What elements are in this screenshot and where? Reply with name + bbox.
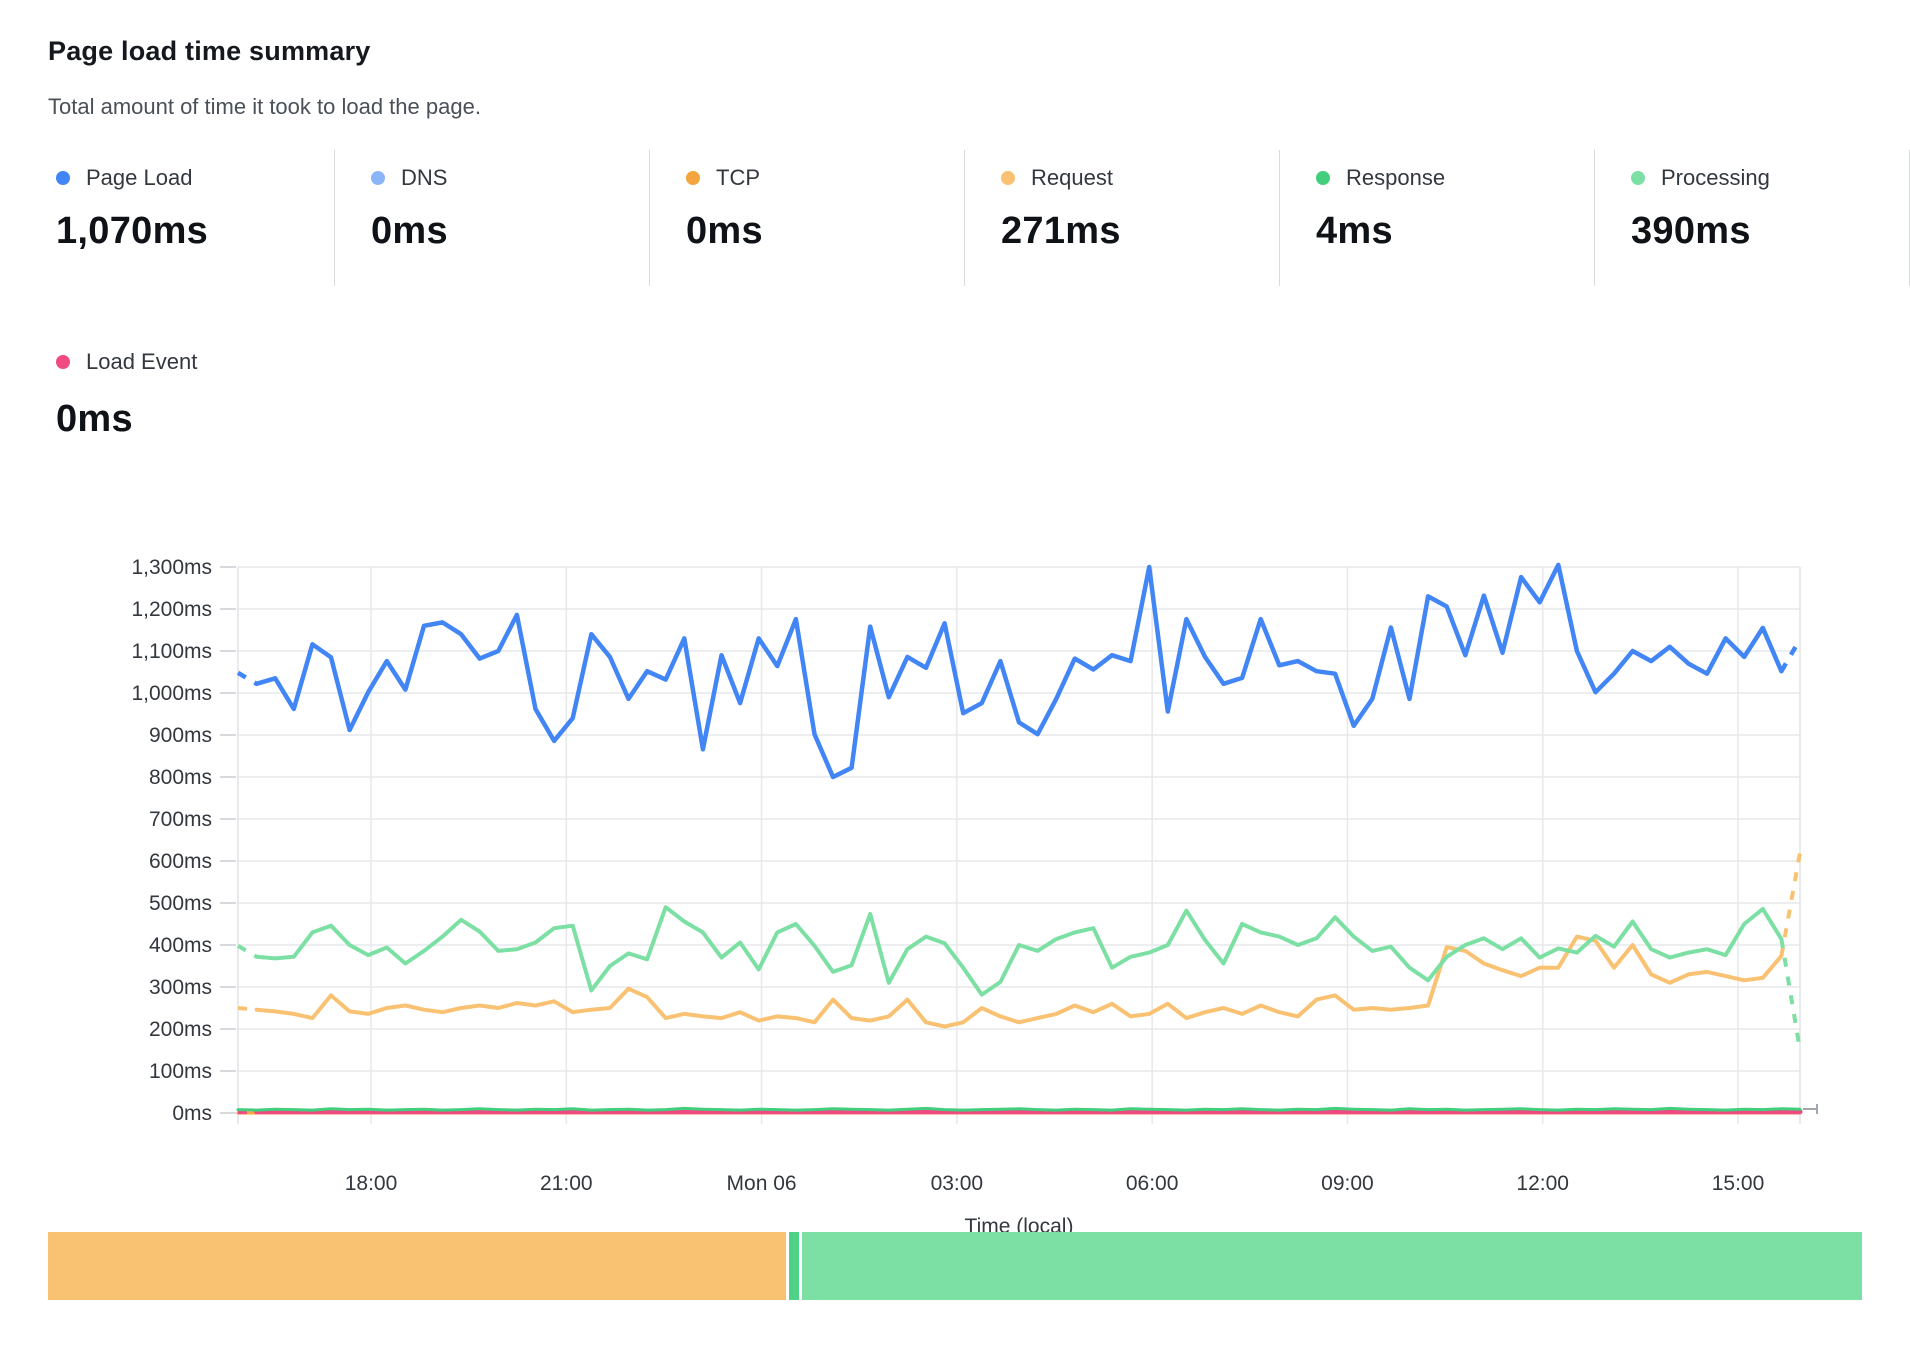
metric-value: 4ms — [1316, 210, 1393, 252]
legend-dot-icon — [371, 171, 385, 185]
series-line-request — [237, 1006, 257, 1012]
legend-dot-icon — [56, 171, 70, 185]
chart-plot-area[interactable] — [238, 567, 1800, 1113]
series-line-page-load — [254, 562, 1784, 780]
svg-text:1,000ms: 1,000ms — [131, 682, 212, 705]
svg-text:09:00: 09:00 — [1321, 1172, 1374, 1195]
legend-dot-icon — [1631, 171, 1645, 185]
svg-text:200ms: 200ms — [149, 1018, 212, 1041]
svg-text:400ms: 400ms — [149, 934, 212, 957]
metric-label: Response — [1346, 165, 1446, 190]
svg-text:06:00: 06:00 — [1126, 1172, 1179, 1195]
svg-text:03:00: 03:00 — [931, 1172, 984, 1195]
svg-text:300ms: 300ms — [149, 976, 212, 999]
svg-text:1,200ms: 1,200ms — [131, 598, 212, 621]
svg-text:12:00: 12:00 — [1516, 1172, 1569, 1195]
svg-text:100ms: 100ms — [149, 1060, 212, 1083]
svg-text:1,100ms: 1,100ms — [131, 640, 212, 663]
svg-text:900ms: 900ms — [149, 724, 212, 747]
bar-segment-response — [788, 1232, 799, 1300]
page-subtitle: Total amount of time it took to load the… — [48, 94, 481, 119]
svg-text:500ms: 500ms — [149, 892, 212, 915]
metric-cell-request: Request 271ms — [965, 150, 1280, 286]
svg-text:18:00: 18:00 — [345, 1172, 398, 1195]
page-title: Page load time summary — [48, 36, 371, 66]
metric-cell-load-event: Load Event 0ms — [56, 348, 197, 441]
metric-cell-tcp: TCP 0ms — [650, 150, 965, 286]
metric-label: Processing — [1661, 165, 1770, 190]
svg-text:600ms: 600ms — [149, 850, 212, 873]
bar-segment-processing — [801, 1232, 1862, 1300]
series-line-processing — [254, 905, 1784, 997]
series-line-page-load — [1779, 638, 1802, 673]
legend-dot-icon — [1001, 171, 1015, 185]
svg-text:1,300ms: 1,300ms — [131, 556, 212, 579]
svg-text:15:00: 15:00 — [1712, 1172, 1765, 1195]
legend-dot-icon — [1316, 171, 1330, 185]
metric-label: Load Event — [86, 349, 198, 374]
metric-cell-dns: DNS 0ms — [335, 150, 650, 286]
legend-dot-icon — [686, 171, 700, 185]
legend-dot-icon — [56, 355, 70, 369]
svg-text:Mon 06: Mon 06 — [727, 1172, 797, 1195]
metric-label: Page Load — [86, 165, 193, 190]
svg-text:800ms: 800ms — [149, 766, 212, 789]
metric-value: 1,070ms — [56, 210, 209, 252]
svg-text:0ms: 0ms — [172, 1102, 212, 1125]
series-line-processing — [236, 944, 258, 959]
metric-cell-page-load: Page Load 1,070ms — [20, 150, 335, 286]
series-line-request — [254, 934, 1784, 1029]
metric-value: 0ms — [686, 210, 763, 252]
metrics-legend-row: Page Load 1,070ms DNS 0ms TCP 0ms Reques… — [20, 150, 1910, 286]
metric-label: DNS — [401, 165, 448, 190]
metric-value: 390ms — [1631, 210, 1751, 252]
series-line-response — [236, 1106, 1802, 1112]
metric-label: Request — [1031, 165, 1113, 190]
metric-cell-response: Response 4ms — [1280, 150, 1595, 286]
svg-text:700ms: 700ms — [149, 808, 212, 831]
metric-label: TCP — [716, 165, 760, 190]
svg-text:21:00: 21:00 — [540, 1172, 593, 1195]
metric-value: 271ms — [1001, 210, 1121, 252]
metric-value: 0ms — [56, 398, 133, 440]
series-line-page-load — [236, 670, 258, 686]
metric-value: 0ms — [371, 210, 448, 252]
timing-proportion-bar — [48, 1232, 1862, 1300]
bar-segment-request — [48, 1232, 786, 1300]
metric-cell-processing: Processing 390ms — [1595, 150, 1910, 286]
